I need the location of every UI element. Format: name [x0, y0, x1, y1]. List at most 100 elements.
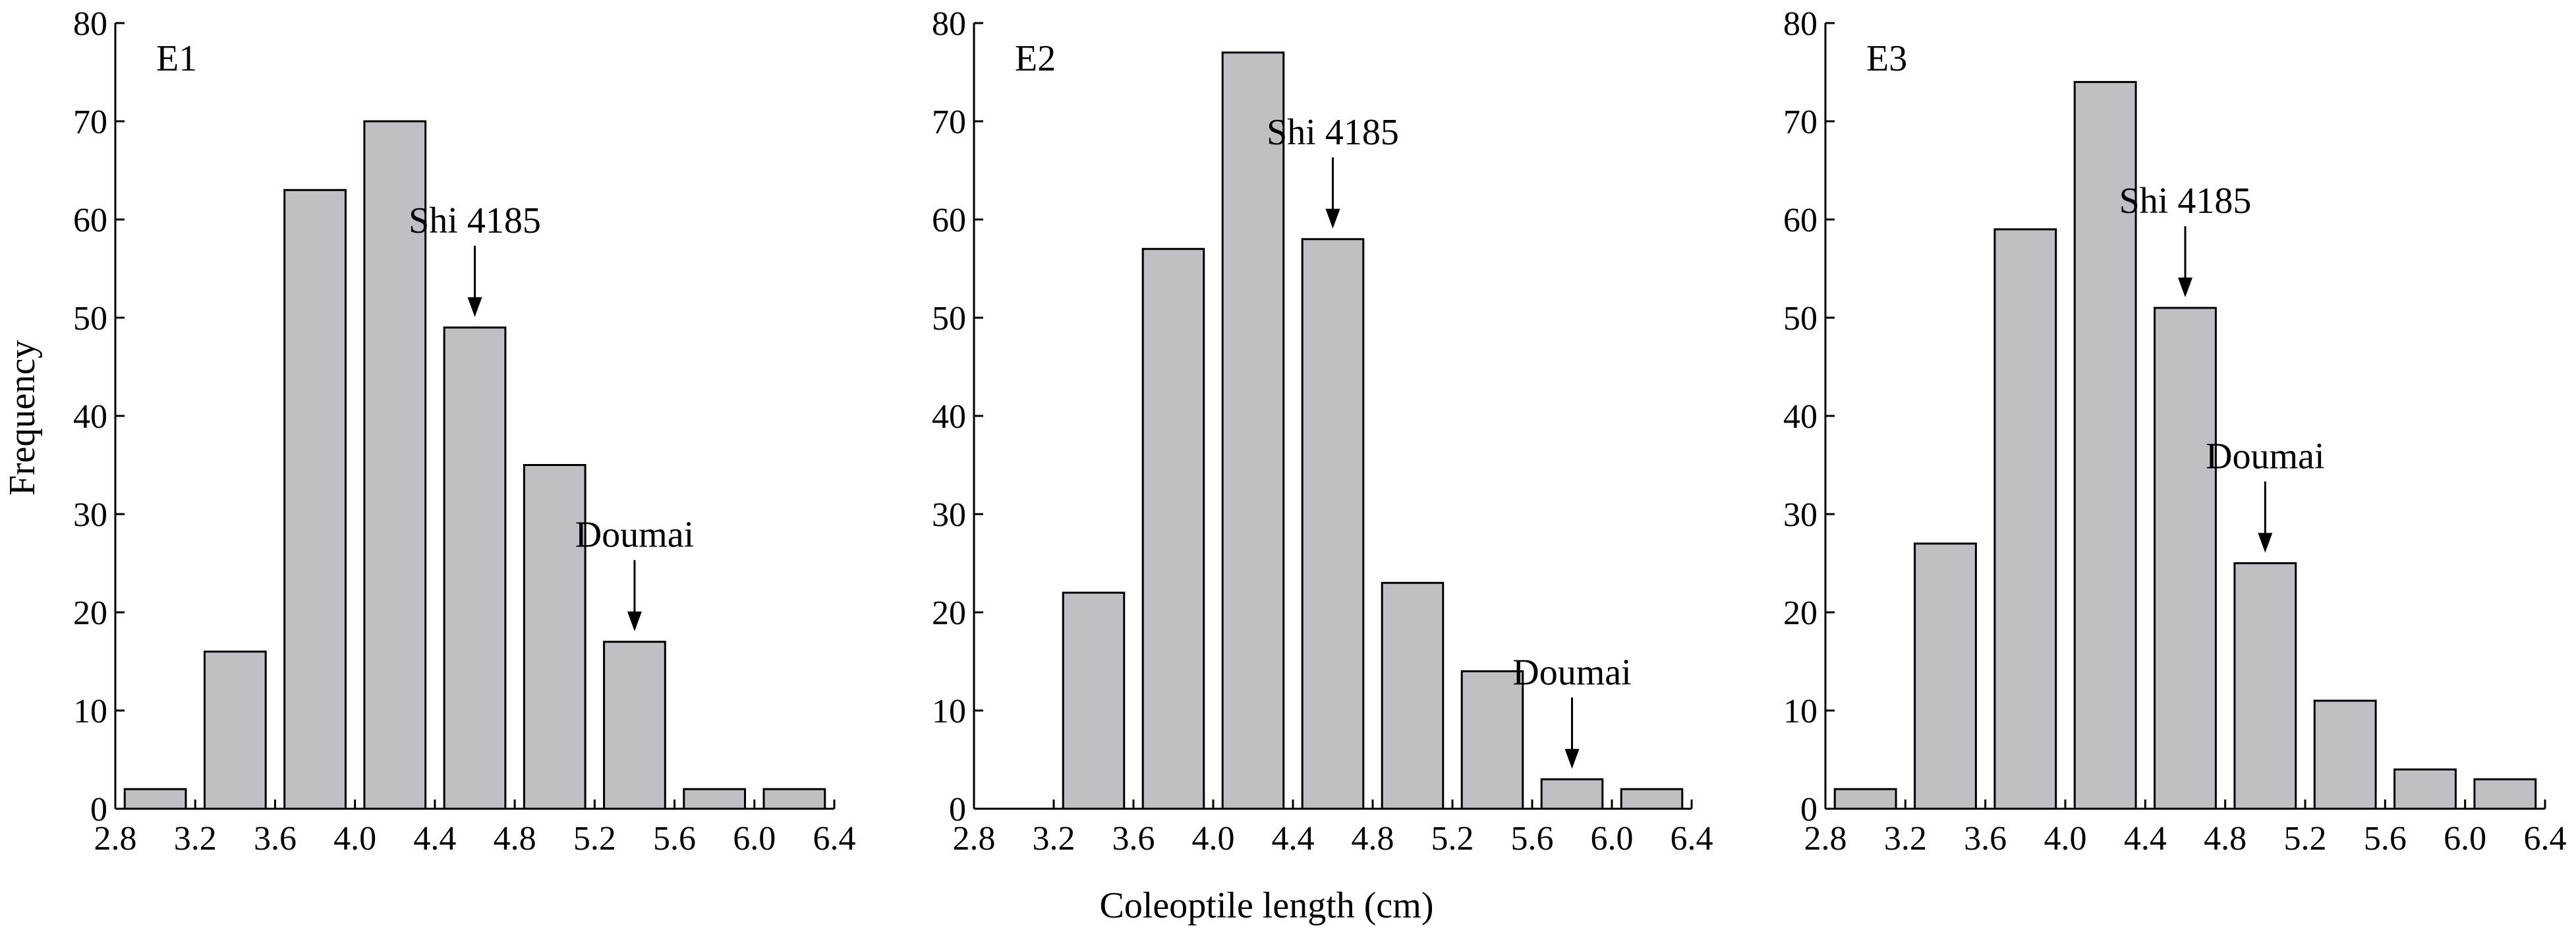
histogram-bar	[1620, 788, 1684, 810]
y-tick-label: 40	[932, 398, 966, 436]
annotation-label: Doumai	[575, 515, 694, 556]
y-tick-label: 20	[932, 595, 966, 632]
histogram-bar	[2473, 778, 2537, 810]
y-tick-label: 50	[73, 300, 107, 337]
x-tick-label: 6.0	[1591, 820, 1634, 858]
y-tick-label: 70	[932, 103, 966, 141]
histogram-bar	[523, 464, 587, 810]
y-tick-label: 30	[932, 496, 966, 534]
y-tick-label: 20	[1783, 595, 1818, 632]
histogram-bar	[1221, 51, 1285, 810]
x-tick-label: 3.2	[174, 820, 217, 858]
x-tick-label: 6.0	[733, 820, 776, 858]
x-tick-label: 3.6	[254, 820, 297, 858]
x-tick-label: 3.6	[1964, 820, 2007, 858]
x-tick-label: 5.6	[653, 820, 696, 858]
y-tick-label: 50	[932, 300, 966, 337]
y-tick-label: 40	[1783, 398, 1818, 436]
x-tick-label: 2.8	[1804, 820, 1847, 858]
histogram-bar	[1062, 591, 1126, 810]
y-tick-label: 60	[73, 202, 107, 239]
y-tick-label: 80	[73, 5, 107, 43]
histogram-bar	[283, 189, 347, 810]
y-tick-label: 80	[932, 5, 966, 43]
histogram-bar	[203, 651, 267, 810]
y-tick-label: 0	[949, 791, 966, 829]
annotation-arrow-head	[1564, 749, 1580, 769]
y-tick-label: 10	[73, 693, 107, 730]
histogram-bar	[2233, 562, 2297, 810]
x-tick-label: 4.4	[413, 820, 456, 858]
histogram-bar	[683, 788, 747, 810]
x-tick-label: 4.8	[1352, 820, 1394, 858]
x-tick-label: 5.6	[2364, 820, 2407, 858]
chart-panel-e3: 0 10 20 30 40 50 60 70 80 2.8 3.2 3.6 4.0 4.4 4.8 5.2 5.…	[1783, 5, 2567, 858]
panel-label: E3	[1866, 38, 1907, 79]
annotation-label: Doumai	[1512, 652, 1631, 693]
histogram-bar	[1141, 248, 1205, 810]
y-tick-label: 70	[1783, 103, 1818, 141]
y-tick-label: 10	[932, 693, 966, 730]
histogram-bar	[1301, 238, 1365, 810]
annotation-arrow-head	[1325, 208, 1340, 229]
annotation-label: Shi 4185	[2119, 181, 2252, 221]
histogram-bar	[443, 326, 507, 810]
x-axis-title: Coleoptile length (cm)	[1100, 885, 1434, 926]
y-tick-label: 0	[90, 791, 107, 829]
x-tick-label: 4.4	[2124, 820, 2167, 858]
histogram-bar	[2073, 80, 2137, 810]
histogram-bar	[1381, 581, 1445, 810]
x-tick-label: 6.0	[2444, 820, 2486, 858]
annotation-label: Doumai	[2206, 436, 2324, 477]
histogram-bar	[2154, 306, 2217, 810]
x-tick-label: 6.4	[813, 820, 856, 858]
annotation-arrow-head	[467, 297, 482, 317]
x-tick-label: 4.0	[1192, 820, 1235, 858]
panel-label: E1	[156, 38, 197, 79]
annotation-label: Shi 4185	[409, 200, 541, 241]
x-tick-label: 3.6	[1112, 820, 1155, 858]
histogram-bar	[1540, 778, 1604, 810]
x-tick-label: 4.8	[2204, 820, 2247, 858]
y-tick-label: 30	[73, 496, 107, 534]
x-tick-label: 4.8	[494, 820, 536, 858]
histogram-bar	[603, 641, 666, 810]
annotation-arrow-head	[2258, 533, 2273, 553]
y-tick-label: 70	[73, 103, 107, 141]
x-tick-label: 4.0	[333, 820, 376, 858]
histogram-bar	[762, 788, 826, 810]
y-tick-label: 30	[1783, 496, 1818, 534]
histogram-bar	[363, 120, 427, 810]
histogram-bar	[1993, 228, 2057, 810]
annotation-arrow-head	[627, 611, 642, 631]
histogram-bar	[1833, 788, 1897, 810]
histogram-bar	[2393, 768, 2457, 810]
histogram-bar	[1460, 670, 1524, 810]
x-tick-label: 5.2	[1431, 820, 1474, 858]
histogram-bar	[123, 788, 187, 810]
chart-panel-e1: 0 10 20 30 40 50 60 70 80 2.8 3.2 3.6 4.0 4.4 4.8 5.2 5.…	[73, 5, 856, 858]
histogram-bar	[1914, 542, 1977, 810]
x-tick-label: 5.2	[573, 820, 616, 858]
y-tick-label: 0	[1800, 791, 1818, 829]
panel-label: E2	[1015, 38, 1056, 79]
x-tick-label: 2.8	[94, 820, 137, 858]
x-tick-label: 6.4	[1671, 820, 1713, 858]
x-tick-label: 4.4	[1272, 820, 1315, 858]
chart-panel-e2: 0 10 20 30 40 50 60 70 80 2.8 3.2 3.6 4.0 4.4 4.8 5.2 5.…	[932, 5, 1713, 858]
x-tick-label: 5.6	[1511, 820, 1554, 858]
x-tick-label: 3.2	[1033, 820, 1075, 858]
y-tick-label: 80	[1783, 5, 1818, 43]
y-tick-label: 60	[932, 202, 966, 239]
y-tick-label: 10	[1783, 693, 1818, 730]
histogram-bar	[2313, 699, 2377, 810]
x-tick-label: 5.2	[2284, 820, 2327, 858]
y-tick-label: 50	[1783, 300, 1818, 337]
y-tick-label: 40	[73, 398, 107, 436]
x-tick-label: 2.8	[953, 820, 996, 858]
y-axis-title: Frequency	[2, 340, 43, 496]
x-tick-label: 3.2	[1884, 820, 1927, 858]
y-tick-label: 60	[1783, 202, 1818, 239]
x-tick-label: 4.0	[2044, 820, 2087, 858]
